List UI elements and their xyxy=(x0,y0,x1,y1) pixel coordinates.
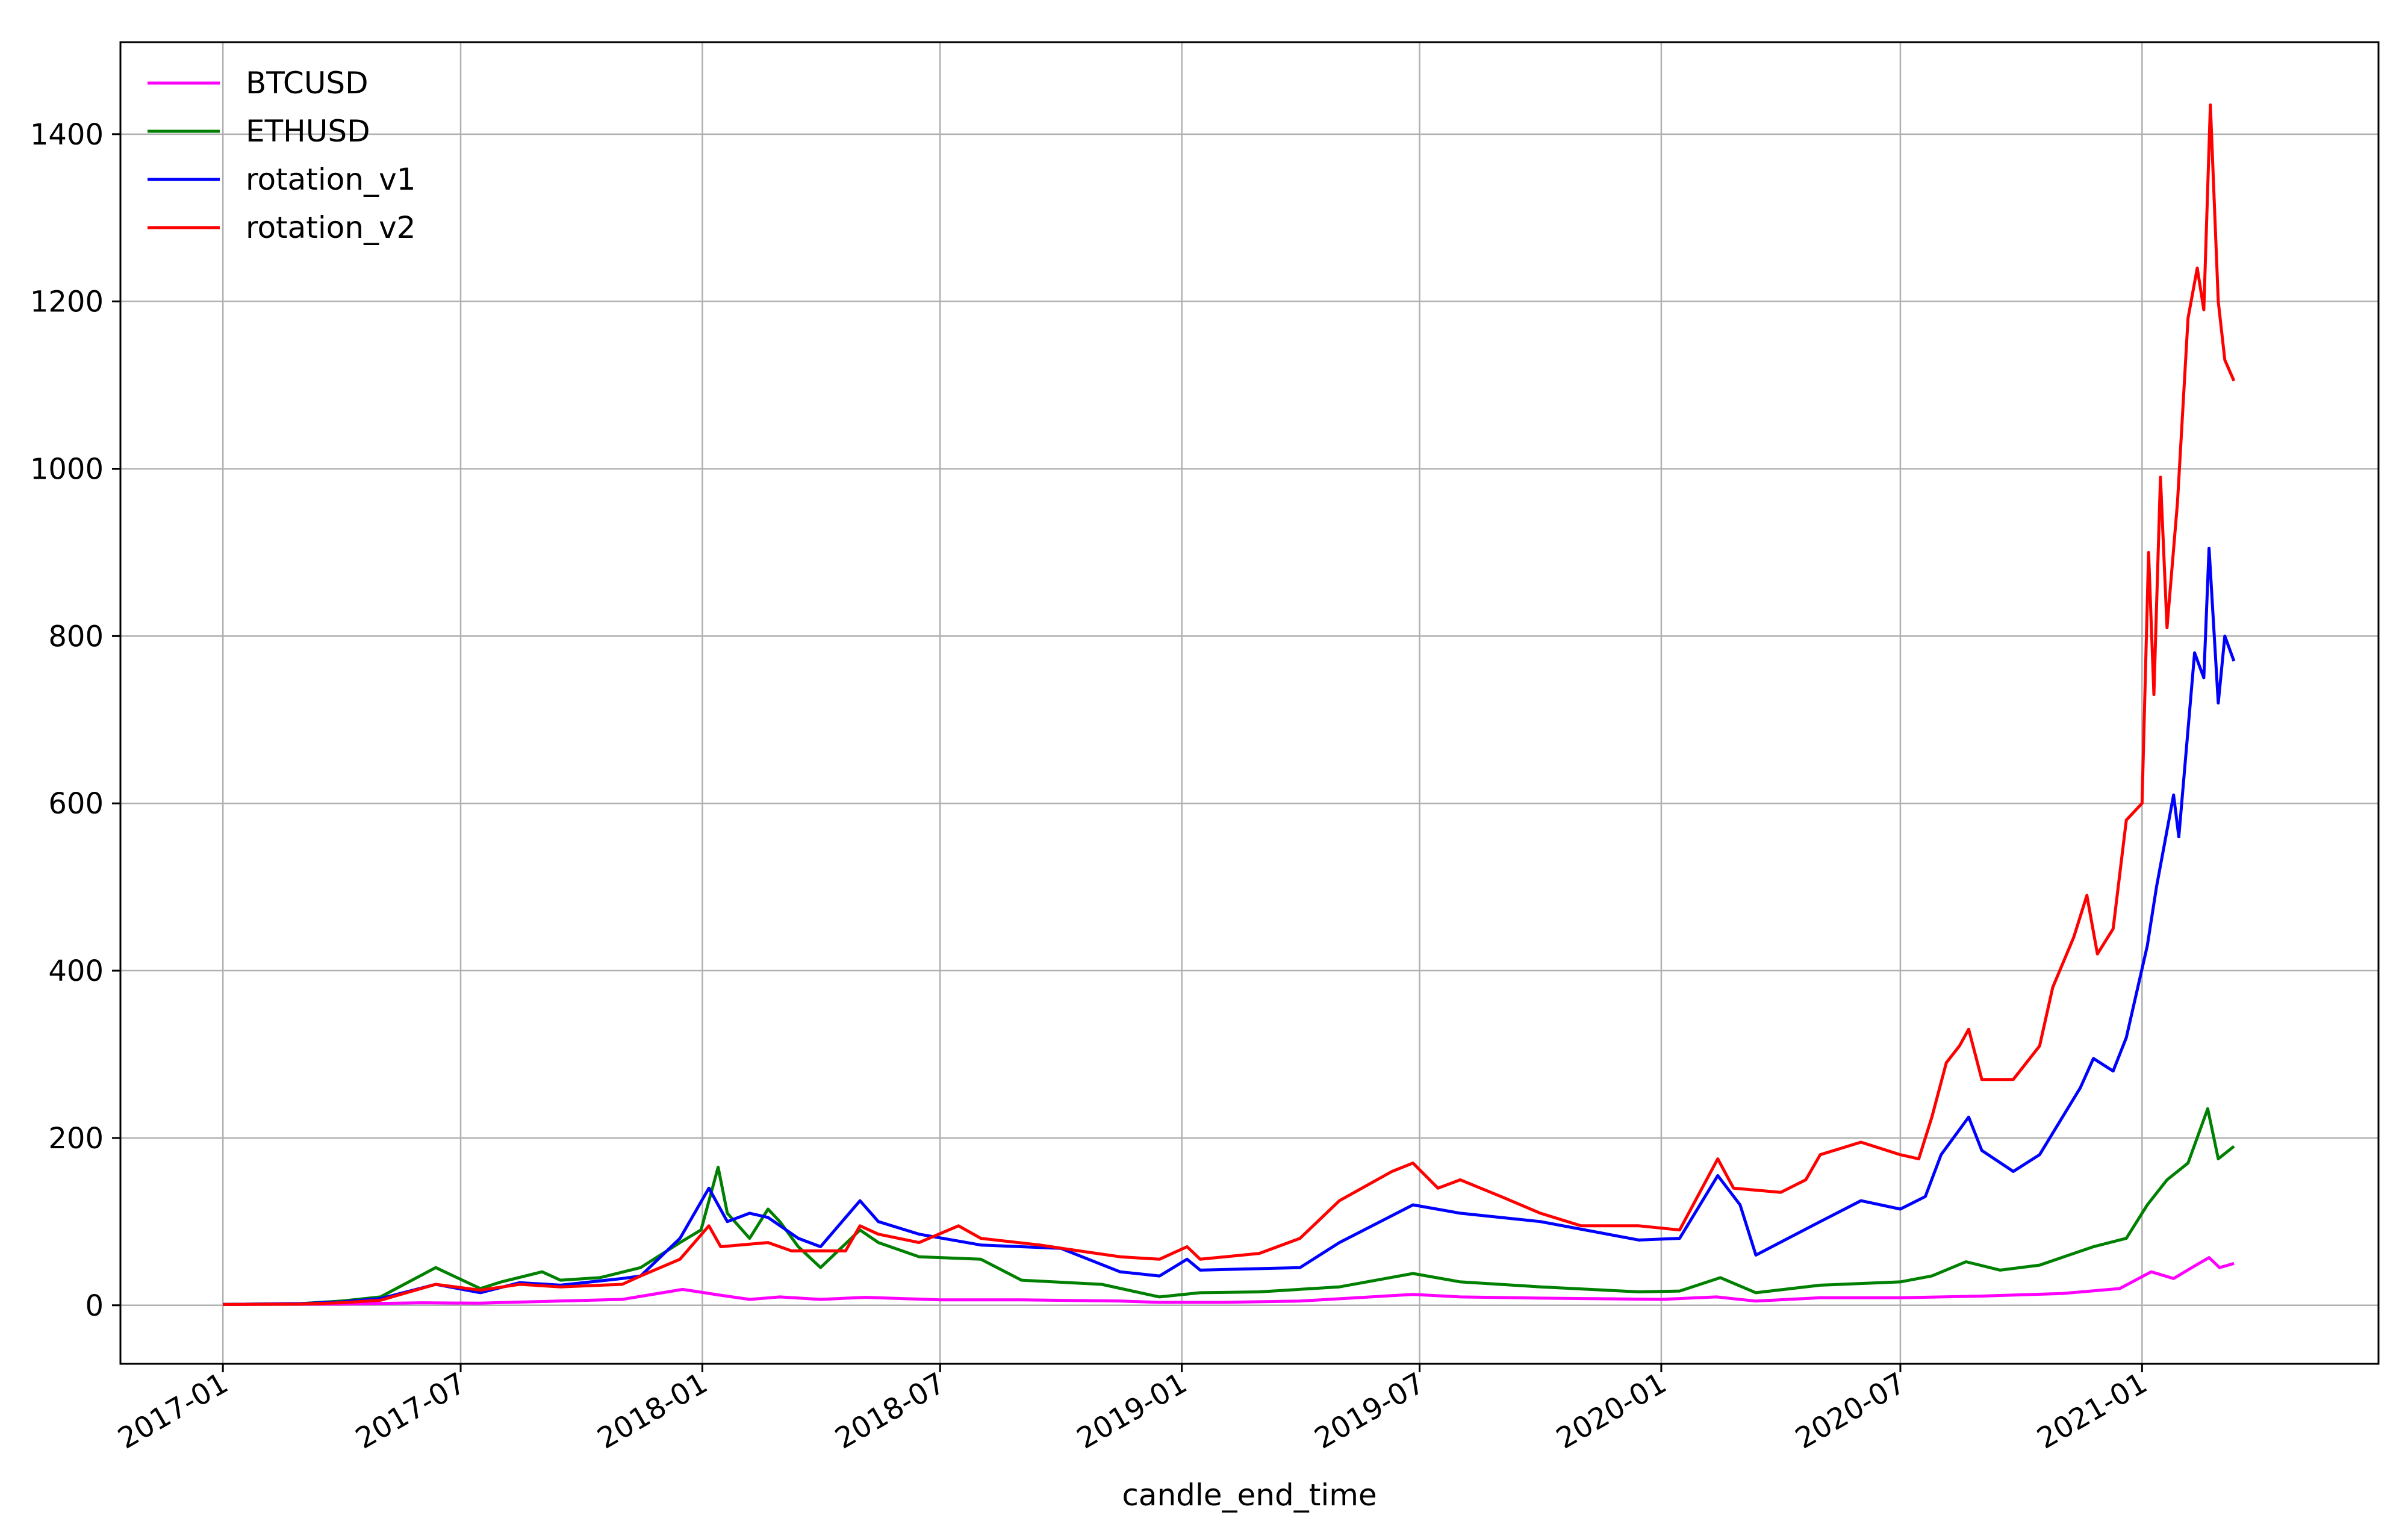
legend: BTCUSD ETHUSD rotation_v1 rotation_v2 xyxy=(148,66,415,245)
y-tick-label: 1400 xyxy=(30,118,104,152)
series-line-btcusd xyxy=(223,1256,2235,1306)
y-tick-label: 600 xyxy=(48,787,104,821)
y-tick-label: 1200 xyxy=(30,285,104,319)
y-tick-label: 1000 xyxy=(30,453,104,487)
legend-label: BTCUSD xyxy=(246,66,369,101)
y-tick-label: 0 xyxy=(85,1289,104,1323)
legend-label: ETHUSD xyxy=(246,114,370,149)
series-lines xyxy=(223,103,2236,1306)
legend-label: rotation_v2 xyxy=(246,210,415,245)
x-axis-label: candle_end_time xyxy=(1122,1478,1377,1513)
series-line-rotation-v2 xyxy=(223,103,2236,1306)
series-line-rotation-v1 xyxy=(223,547,2236,1306)
y-tick-label: 200 xyxy=(48,1122,104,1155)
y-tick-label: 800 xyxy=(48,620,104,653)
plot-frame xyxy=(119,41,2380,1365)
series-line-ethusd xyxy=(223,1107,2235,1306)
y-tick-label: 400 xyxy=(48,954,104,988)
grid-lines xyxy=(120,42,2378,1364)
legend-label: rotation_v1 xyxy=(246,162,415,197)
y-axis-ticks: 0 200 400 600 800 1000 1200 1400 xyxy=(30,118,120,1323)
